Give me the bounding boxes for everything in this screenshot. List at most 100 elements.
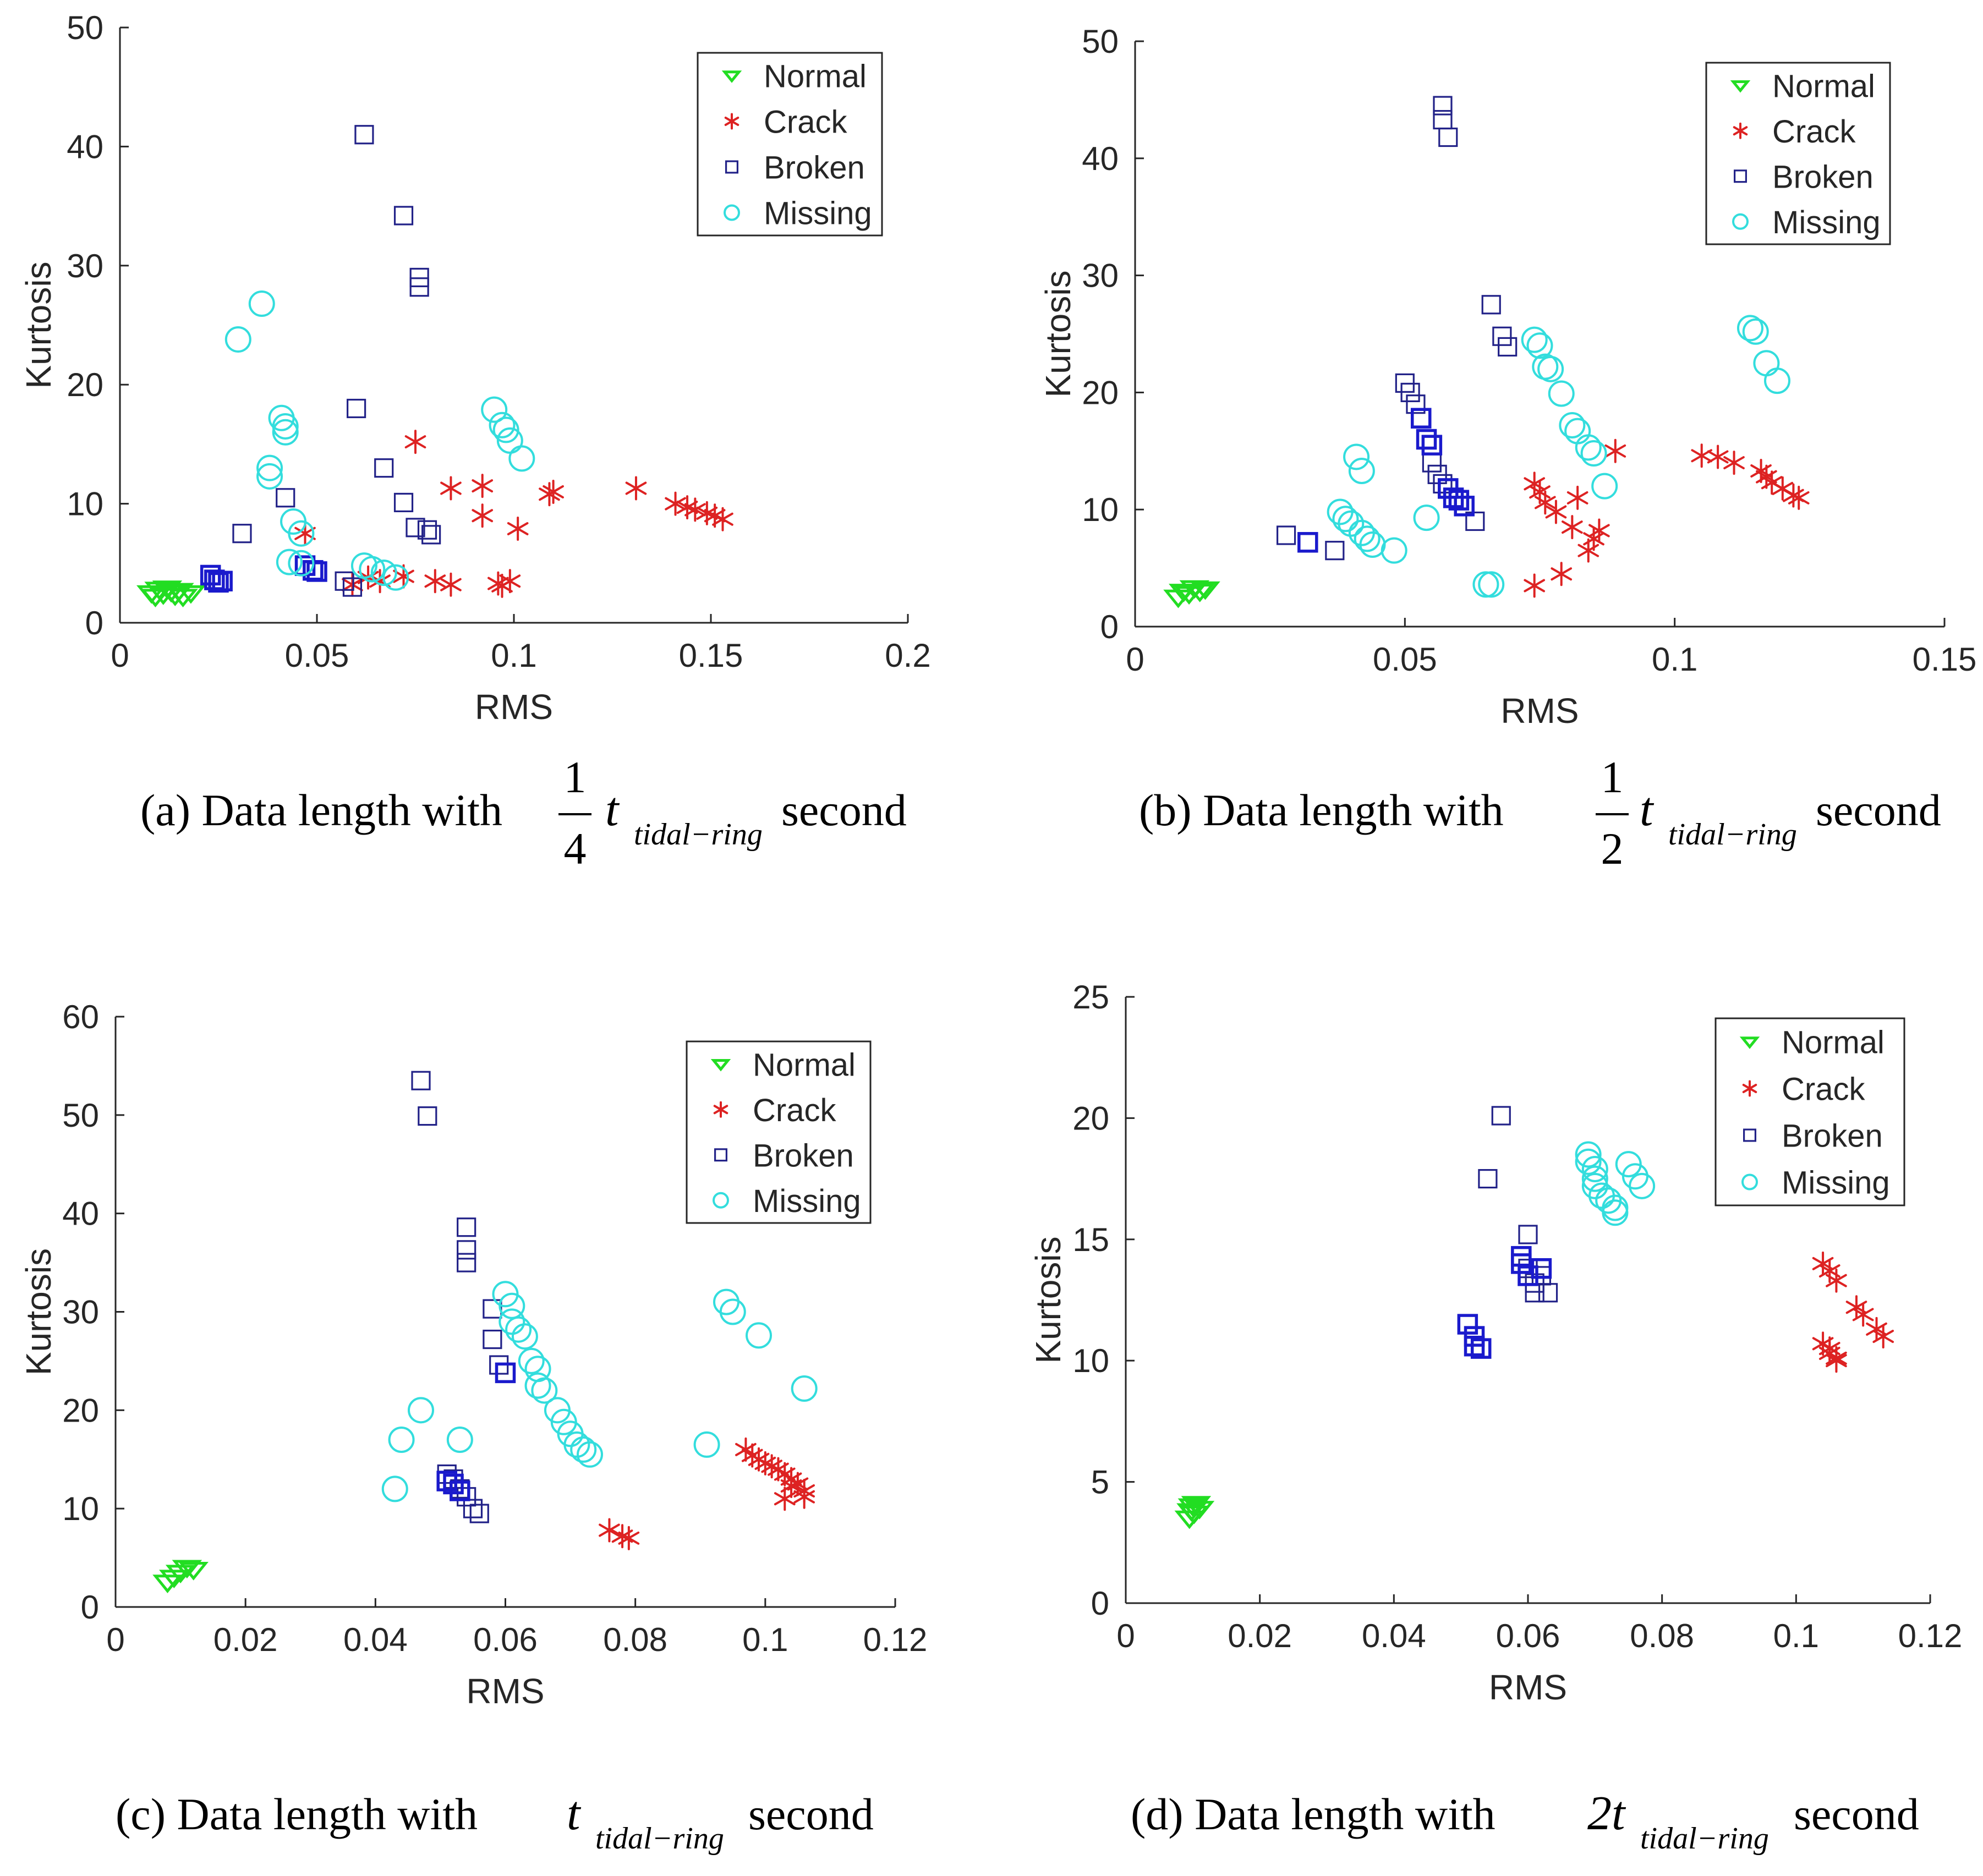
data-point-missing <box>1575 1148 1602 1175</box>
series-missing <box>381 1281 818 1502</box>
legend-label-missing: Missing <box>1772 205 1881 240</box>
panel-caption: (b) Data length with 1 2t tidal−ring second <box>1139 752 1941 874</box>
caption-frac-num: 1 <box>1601 752 1624 802</box>
y-tick-label: 40 <box>1082 140 1119 177</box>
caption-frac-den: 4 <box>564 824 587 874</box>
data-point-missing <box>382 564 409 591</box>
data-point-missing <box>1526 332 1553 359</box>
data-point-normal <box>172 1560 202 1579</box>
legend-marker-normal <box>1730 80 1751 93</box>
series-missing <box>1327 315 1790 598</box>
data-point-missing <box>577 1441 604 1468</box>
data-point-missing <box>492 416 519 443</box>
caption-suffix: second <box>781 785 907 835</box>
data-point-missing <box>1478 571 1505 598</box>
legend-marker-crack <box>1733 122 1748 139</box>
caption-variable: t <box>567 1787 582 1840</box>
crack-stroke <box>599 1523 620 1537</box>
legend-marker-crack <box>713 1101 728 1118</box>
legend-marker-broken <box>1743 1128 1757 1142</box>
y-tick-label: 20 <box>62 1392 99 1429</box>
series-crack <box>1524 438 1810 598</box>
x-tick-label: 0.06 <box>473 1621 538 1658</box>
x-tick-label: 0.15 <box>1913 641 1977 678</box>
data-point-broken <box>1400 382 1420 403</box>
data-point-missing <box>388 1426 415 1453</box>
data-point-crack <box>1707 445 1729 469</box>
y-tick-label: 40 <box>67 128 103 165</box>
crack-stroke <box>507 522 529 536</box>
x-tick-label: 0.04 <box>343 1621 408 1658</box>
data-point-missing <box>508 445 535 472</box>
data-point-missing <box>276 548 303 575</box>
data-point-broken <box>1406 394 1426 414</box>
data-point-crack <box>712 507 733 531</box>
data-point-missing <box>531 1377 558 1404</box>
crack-stroke <box>543 485 564 498</box>
data-point-crack <box>543 479 564 504</box>
x-tick-label: 0.1 <box>1652 641 1697 678</box>
legend: Normal Crack Broken Missing <box>1705 62 1891 245</box>
series-crack <box>599 1437 815 1550</box>
data-point-broken <box>1531 1266 1551 1286</box>
data-point-missing <box>1737 315 1763 342</box>
legend-marker-missing <box>1741 1173 1758 1191</box>
data-point-crack <box>1524 573 1546 598</box>
panel-caption: (c) Data length with t tidal−ring second <box>116 1787 874 1856</box>
data-point-missing <box>1381 537 1407 564</box>
data-point-missing <box>1354 525 1381 552</box>
data-point-missing <box>1591 473 1618 500</box>
x-tick-label: 0.02 <box>213 1621 278 1658</box>
data-point-broken <box>409 277 429 297</box>
data-point-missing <box>288 550 315 577</box>
legend: Normal Crack Broken Missing <box>697 52 883 237</box>
data-point-broken <box>1478 1169 1498 1189</box>
data-point-crack <box>793 1484 815 1509</box>
data-point-missing <box>570 1436 597 1463</box>
data-point-broken <box>346 398 366 419</box>
data-point-broken <box>1422 453 1442 473</box>
y-tick-label: 10 <box>1082 491 1119 528</box>
data-point-broken <box>1416 429 1437 450</box>
data-point-broken <box>1421 435 1443 456</box>
data-point-missing <box>1580 440 1607 467</box>
data-point-broken <box>1481 295 1501 315</box>
crack-stroke <box>342 578 363 591</box>
legend-box <box>697 52 883 237</box>
series-broken <box>1276 96 1518 561</box>
x-tick-label: 0.08 <box>603 1621 667 1658</box>
data-point-crack <box>1872 1324 1894 1349</box>
x-tick-label: 0 <box>111 637 129 674</box>
y-tick-label: 20 <box>67 366 103 403</box>
x-axis-label: RMS <box>1489 1667 1567 1707</box>
y-axis-label: Kurtosis <box>19 261 58 388</box>
series-broken_bold <box>1457 1246 1552 1359</box>
y-axis-label: Kurtosis <box>1028 1236 1068 1363</box>
data-point-missing <box>381 1475 408 1502</box>
y-tick-label: 50 <box>62 1097 99 1134</box>
data-point-broken <box>1525 1273 1544 1293</box>
data-point-missing <box>693 1431 720 1458</box>
data-point-normal <box>1185 584 1215 602</box>
crack-stroke <box>1852 1308 1874 1321</box>
data-point-broken <box>342 577 363 597</box>
crack-stroke <box>625 481 647 495</box>
data-point-crack <box>1788 485 1810 510</box>
crack-stroke <box>618 1531 640 1545</box>
y-tick-label: 30 <box>1082 257 1119 294</box>
legend-marker-normal <box>721 70 742 83</box>
x-tick-label: 0.05 <box>1373 641 1437 678</box>
crack-stroke <box>393 569 414 583</box>
legend-label-broken: Broken <box>753 1138 854 1173</box>
crack-stroke <box>684 503 706 517</box>
data-point-broken <box>1518 1225 1538 1244</box>
data-point-broken <box>1325 541 1345 561</box>
legend-label-normal: Normal <box>764 59 867 95</box>
data-point-broken <box>1464 1336 1485 1357</box>
chart-panel-b: 0 0.05 0.1 0.15 0 10 20 30 40 50 RMS Kurtosis Normal… <box>1038 23 1976 874</box>
data-point-missing <box>1413 504 1440 531</box>
y-tick-label: 0 <box>1100 608 1119 645</box>
x-tick-label: 0.1 <box>491 637 536 674</box>
data-point-missing <box>1581 1165 1608 1192</box>
